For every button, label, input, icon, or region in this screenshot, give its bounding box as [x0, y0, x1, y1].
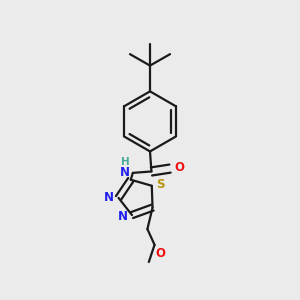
Text: S: S [156, 178, 165, 190]
Text: O: O [156, 247, 166, 260]
Text: N: N [119, 166, 129, 178]
Text: N: N [117, 210, 128, 223]
Text: O: O [174, 161, 184, 174]
Text: N: N [104, 191, 114, 204]
Text: H: H [121, 157, 129, 166]
